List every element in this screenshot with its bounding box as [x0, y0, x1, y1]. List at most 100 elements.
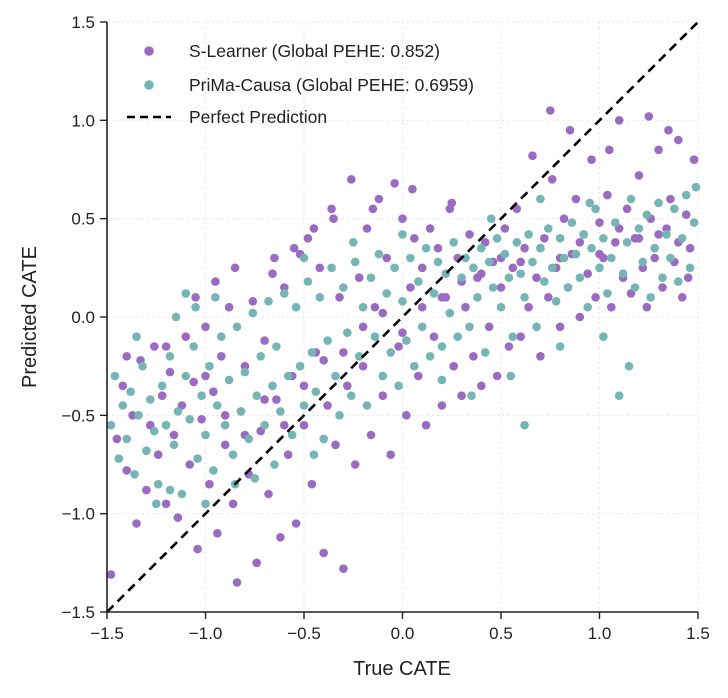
data-point	[224, 302, 234, 312]
data-point	[329, 214, 338, 223]
data-point	[662, 224, 671, 233]
data-point	[323, 401, 332, 410]
data-point	[595, 249, 604, 259]
data-point	[319, 356, 329, 365]
data-point	[524, 302, 533, 312]
data-point	[220, 440, 230, 450]
data-point	[339, 283, 348, 292]
data-point	[414, 277, 423, 286]
data-point	[685, 263, 695, 273]
data-point	[276, 533, 285, 542]
data-point	[540, 277, 549, 286]
data-point	[211, 293, 220, 302]
data-point	[516, 257, 525, 267]
data-point	[213, 529, 222, 538]
data-point	[220, 411, 230, 420]
data-point	[114, 454, 124, 463]
data-point	[622, 238, 632, 247]
data-point	[559, 214, 569, 223]
data-point	[603, 190, 612, 200]
data-point	[599, 234, 608, 243]
data-point	[425, 224, 435, 233]
y-tick-label: −0.5	[61, 406, 95, 425]
data-point	[189, 342, 198, 351]
data-point	[193, 544, 202, 554]
x-ticks: −1.5 −1.0 −0.5 0.0 0.5 1.0 1.5	[90, 612, 710, 643]
data-point	[486, 214, 496, 223]
x-tick-label: 0.0	[391, 624, 415, 643]
data-point	[536, 352, 545, 361]
data-point	[185, 460, 194, 469]
data-point	[607, 302, 616, 312]
data-point	[664, 125, 673, 135]
data-point	[280, 420, 289, 430]
data-point	[689, 218, 699, 227]
data-point	[165, 367, 175, 377]
data-point	[272, 395, 281, 404]
data-point	[587, 243, 596, 253]
data-point	[480, 348, 490, 357]
data-point	[406, 283, 415, 292]
data-point	[585, 198, 594, 208]
data-point	[362, 401, 372, 410]
data-point	[607, 253, 616, 263]
data-point	[605, 145, 614, 155]
data-point	[547, 175, 557, 184]
data-point	[563, 283, 573, 292]
x-tick-label: 1.0	[588, 624, 612, 643]
data-point	[268, 269, 277, 279]
data-point	[579, 230, 588, 239]
data-point	[185, 415, 194, 424]
data-point	[394, 342, 403, 351]
data-point	[571, 194, 581, 204]
data-point	[152, 499, 161, 509]
data-point	[157, 391, 167, 401]
data-point	[496, 283, 506, 292]
data-point	[201, 499, 210, 509]
data-point	[614, 116, 624, 125]
data-point	[477, 243, 486, 253]
data-point	[685, 243, 695, 253]
data-point	[236, 407, 246, 416]
data-point	[309, 450, 319, 460]
data-point	[449, 238, 459, 247]
data-point	[303, 234, 313, 243]
data-point	[644, 112, 654, 121]
data-point	[469, 352, 478, 361]
data-point	[670, 204, 679, 214]
data-point	[138, 361, 147, 371]
data-point	[319, 548, 329, 558]
data-point	[575, 312, 585, 322]
data-point	[674, 135, 683, 145]
data-point	[681, 210, 691, 219]
data-point	[260, 395, 269, 404]
data-point	[408, 184, 417, 194]
data-point	[142, 485, 151, 495]
data-point	[283, 450, 293, 460]
data-point	[595, 263, 604, 273]
data-point	[201, 430, 210, 440]
data-point	[394, 381, 403, 391]
data-point	[252, 391, 261, 401]
data-point	[327, 263, 336, 273]
data-point	[270, 460, 279, 469]
data-point	[228, 450, 238, 460]
data-point	[417, 322, 427, 332]
data-point	[571, 249, 581, 259]
data-point	[244, 434, 254, 444]
data-point	[349, 238, 358, 247]
data-point	[354, 273, 364, 283]
data-point	[358, 302, 368, 312]
data-point	[575, 238, 585, 247]
data-point	[323, 336, 332, 345]
data-point	[516, 332, 525, 342]
data-point	[508, 263, 518, 273]
series-1	[106, 182, 701, 509]
data-point	[437, 293, 447, 302]
data-point	[666, 194, 675, 204]
data-point	[289, 243, 299, 253]
data-point	[232, 578, 242, 587]
data-point	[370, 332, 380, 342]
data-point	[189, 377, 198, 387]
data-point	[484, 257, 494, 267]
